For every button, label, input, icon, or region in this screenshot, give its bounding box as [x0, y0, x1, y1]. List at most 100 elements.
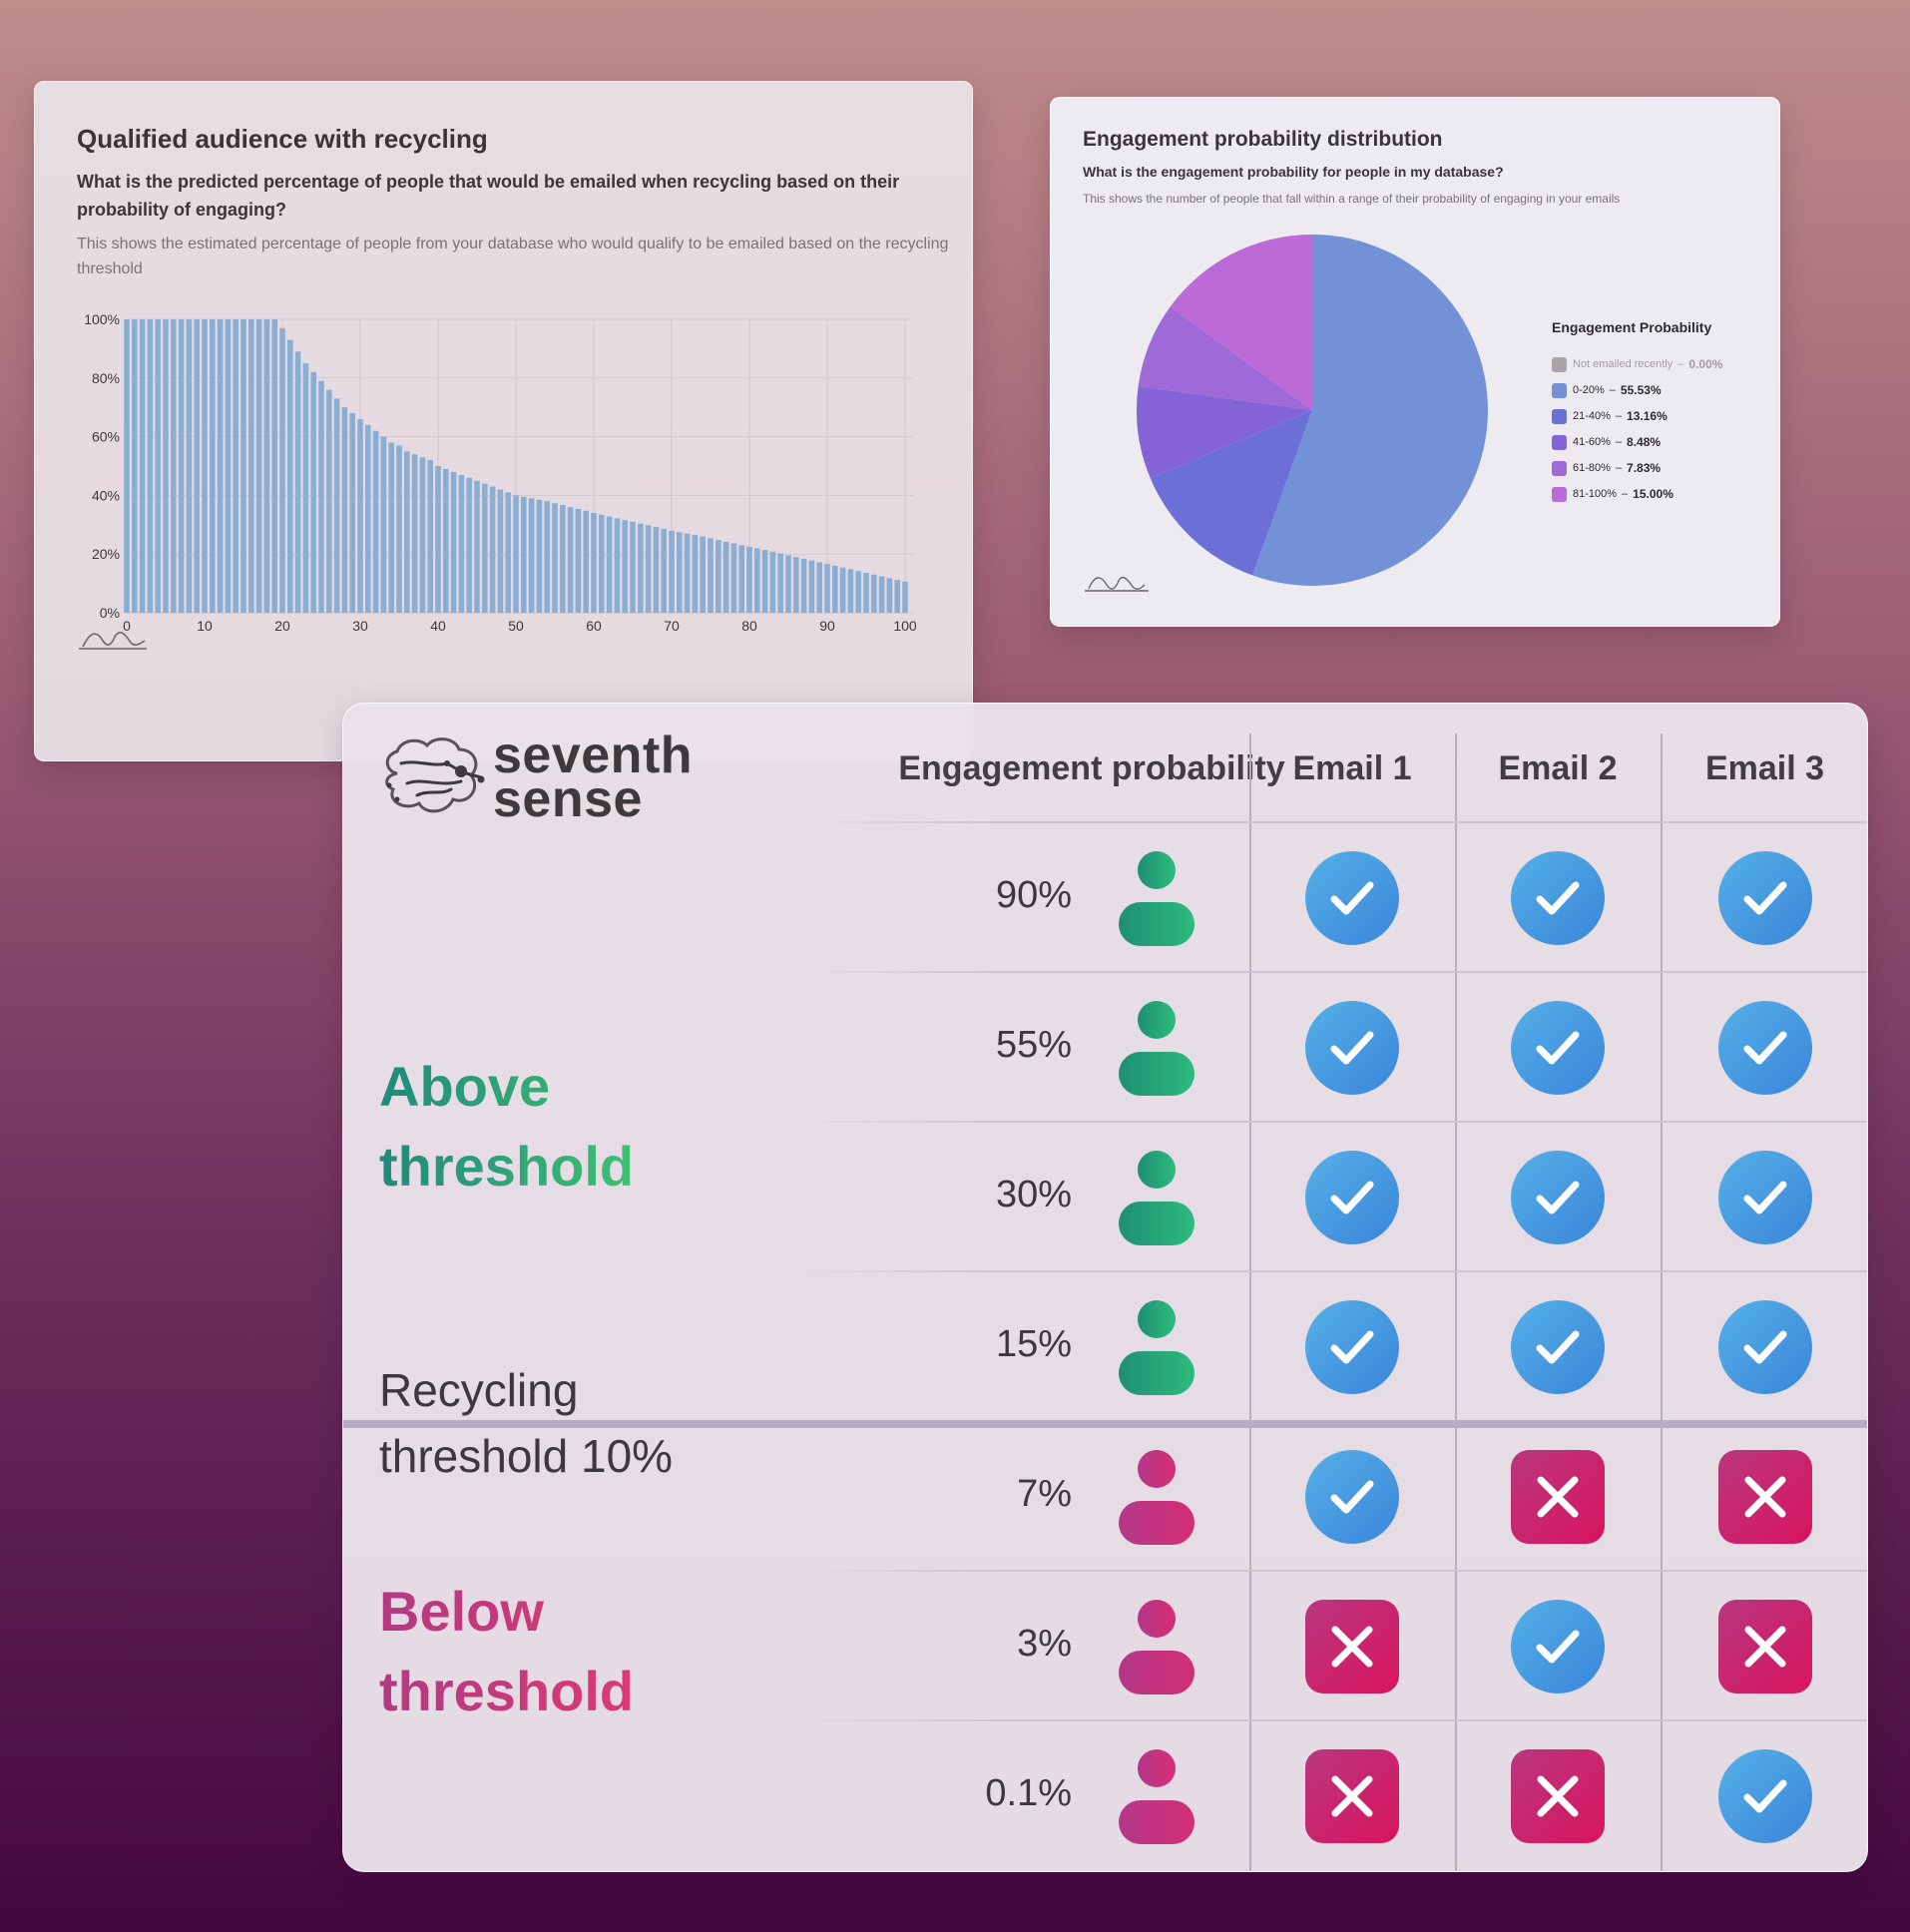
engagement-percentage: 90% — [995, 874, 1072, 916]
bar — [147, 319, 154, 613]
legend-value: 8.48% — [1627, 435, 1662, 449]
bar — [816, 562, 823, 613]
bar — [777, 553, 784, 613]
bar — [341, 407, 348, 613]
bar — [598, 514, 605, 613]
bar — [831, 565, 838, 613]
bar — [396, 445, 402, 613]
recycling-threshold-line — [343, 1420, 1867, 1428]
column-divider — [1249, 733, 1251, 1871]
legend-label: 41-60% — [1573, 436, 1611, 448]
person-below-threshold-icon — [1118, 1748, 1195, 1848]
legend-item[interactable]: Not emailed recently –0.00% — [1552, 355, 1722, 373]
bar — [800, 558, 807, 613]
email-sent-check-icon — [1511, 1600, 1605, 1693]
column-divider — [1661, 733, 1663, 1871]
bar — [567, 507, 574, 613]
bar — [411, 454, 418, 613]
bar — [692, 535, 699, 613]
bar — [715, 540, 721, 613]
legend-item[interactable]: 21-40% –13.16% — [1552, 407, 1668, 425]
legend-swatch — [1552, 382, 1567, 398]
legend-value: 0.00% — [1688, 357, 1723, 371]
legend-value: 55.53% — [1620, 383, 1662, 397]
email-sent-check-icon — [1717, 1151, 1812, 1244]
legend-item[interactable]: 61-80% –7.83% — [1552, 459, 1661, 477]
bar — [333, 398, 340, 613]
bar — [286, 339, 293, 613]
pie-card-question: What is the engagement probability for p… — [1083, 164, 1504, 180]
x-tick-label: 0 — [123, 618, 131, 634]
bar — [178, 319, 185, 613]
pie-slice — [1138, 306, 1312, 410]
engagement-percentage: 55% — [995, 1024, 1072, 1066]
bar — [583, 510, 590, 613]
bar — [653, 527, 660, 613]
bar — [544, 501, 551, 613]
legend-label: 61-80% — [1573, 462, 1611, 474]
bar — [591, 513, 597, 613]
pie-slice — [1170, 235, 1312, 410]
email-sent-check-icon — [1717, 1749, 1812, 1843]
email-skipped-cross-icon — [1511, 1450, 1605, 1544]
bar — [738, 545, 745, 613]
email-sent-check-icon — [1305, 1300, 1399, 1394]
legend-swatch — [1552, 460, 1567, 476]
bar — [233, 319, 239, 613]
above-label-line-2: threshold — [379, 1135, 635, 1198]
engagement-percentage: 0.1% — [985, 1772, 1072, 1814]
bar — [357, 418, 363, 613]
bar — [466, 477, 473, 613]
x-tick-label: 90 — [819, 618, 835, 634]
header-engagement-probability: Engagement probability — [898, 748, 1285, 787]
bar — [669, 530, 675, 613]
bar — [481, 483, 488, 613]
bar — [575, 508, 582, 613]
email-sent-check-icon — [1717, 851, 1812, 945]
bar-series — [124, 319, 908, 613]
pie-slice — [1150, 410, 1312, 576]
email-sent-check-icon — [1305, 1450, 1399, 1544]
bar — [708, 538, 714, 613]
legend-swatch — [1552, 356, 1567, 372]
person-below-threshold-icon — [1118, 1449, 1195, 1549]
bar — [427, 460, 434, 613]
legend-item[interactable]: 41-60% –8.48% — [1552, 433, 1661, 451]
person-above-threshold-icon — [1118, 1299, 1195, 1399]
x-tick-label: 20 — [274, 618, 290, 634]
legend-label: 81-100% — [1573, 488, 1618, 500]
bar — [372, 430, 379, 613]
bar — [450, 471, 457, 613]
column-divider — [1455, 733, 1457, 1871]
row-divider — [802, 1719, 1867, 1721]
bar — [528, 498, 535, 613]
bar — [388, 442, 395, 613]
email-sent-check-icon — [1717, 1300, 1812, 1394]
legend-label: 0-20% — [1573, 384, 1605, 396]
pie-card-title: Engagement probability distribution — [1083, 128, 1443, 151]
person-above-threshold-icon — [1118, 1150, 1195, 1249]
bar — [294, 351, 301, 613]
email-skipped-cross-icon — [1717, 1450, 1812, 1544]
legend-value: 13.16% — [1627, 409, 1668, 423]
bar — [746, 546, 752, 613]
logo-line-2: sense — [493, 770, 643, 828]
engagement-distribution-card: Engagement probability distribution What… — [1050, 97, 1780, 627]
email-sent-check-icon — [1511, 1001, 1605, 1095]
person-above-threshold-icon — [1118, 850, 1195, 950]
recycle-label-line-2: threshold 10% — [379, 1430, 674, 1482]
bar — [847, 569, 854, 613]
bar-card-title: Qualified audience with recycling — [77, 124, 488, 154]
bar — [792, 557, 799, 613]
below-threshold-label: Below threshold — [379, 1572, 634, 1731]
bar — [878, 576, 885, 613]
bar — [419, 457, 426, 613]
bar — [894, 580, 901, 613]
bar — [645, 525, 652, 613]
legend-item[interactable]: 0-20% –55.53% — [1552, 381, 1662, 399]
bar — [255, 319, 262, 613]
bar — [325, 389, 332, 613]
legend-item[interactable]: 81-100% –15.00% — [1552, 485, 1673, 503]
bar — [855, 571, 862, 613]
header-email-3: Email 3 — [1704, 748, 1825, 787]
